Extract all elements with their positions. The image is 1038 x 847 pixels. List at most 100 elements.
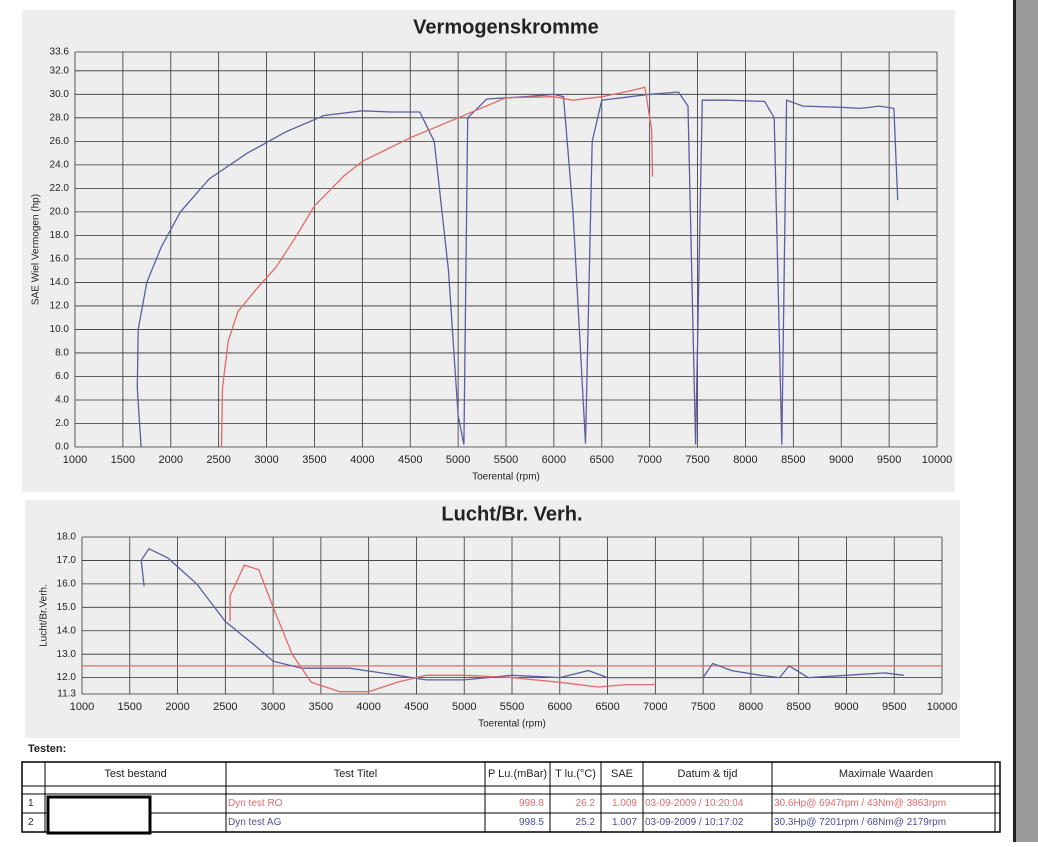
column-header: P Lu.(mBar) <box>488 768 547 780</box>
y-tick-label: 18.0 <box>50 230 70 241</box>
chart-title: Vermogenskromme <box>413 16 599 38</box>
y-tick-label: 15.0 <box>57 602 77 613</box>
x-tick-label: 2000 <box>159 454 183 466</box>
y-tick-label: 13.0 <box>57 649 77 660</box>
y-tick-label: 0.0 <box>55 442 69 453</box>
series-line <box>136 91 899 448</box>
y-tick-label: 12.0 <box>50 301 70 312</box>
y-tick-label: 32.0 <box>50 65 70 76</box>
y-tick-label: 18.0 <box>57 532 77 543</box>
table-cell: 03-09-2009 / 10:17:02 <box>645 817 744 828</box>
series-line <box>140 547 904 681</box>
table-cell: 26.2 <box>576 798 596 809</box>
x-tick-label: 9500 <box>877 454 901 466</box>
y-tick-label: 24.0 <box>50 159 70 170</box>
x-tick-label: 7000 <box>637 454 661 466</box>
x-tick-label: 3500 <box>309 701 333 713</box>
y-axis-label: SAE Wiel Vermogen (hp) <box>31 194 42 305</box>
chart-panel <box>22 10 955 492</box>
redaction <box>46 795 152 835</box>
x-tick-label: 1000 <box>63 454 87 466</box>
x-tick-label: 1500 <box>118 701 142 713</box>
x-tick-label: 4000 <box>350 454 374 466</box>
x-tick-label: 2000 <box>165 701 189 713</box>
row-index: 1 <box>28 798 34 809</box>
x-tick-label: 5000 <box>452 701 476 713</box>
x-tick-label: 4500 <box>398 454 422 466</box>
column-header: Test Titel <box>334 768 377 780</box>
x-tick-label: 6500 <box>595 701 619 713</box>
x-axis-label: Toerental (rpm) <box>478 719 546 730</box>
x-tick-label: 2500 <box>213 701 237 713</box>
x-tick-label: 7000 <box>643 701 667 713</box>
x-tick-label: 5000 <box>446 454 470 466</box>
x-tick-label: 9000 <box>829 454 853 466</box>
x-tick-label: 9500 <box>882 701 906 713</box>
y-tick-label: 16.0 <box>57 579 77 590</box>
border <box>1013 0 1016 842</box>
x-tick-label: 2500 <box>206 454 230 466</box>
x-tick-label: 3500 <box>302 454 326 466</box>
scrollbar <box>1015 0 1038 842</box>
row-index: 2 <box>28 817 34 828</box>
y-tick-label: 10.0 <box>50 324 70 335</box>
table-cell: 25.2 <box>576 817 596 828</box>
x-tick-label: 5500 <box>500 701 524 713</box>
x-axis-label: Toerental (rpm) <box>472 472 540 483</box>
y-tick-label: 28.0 <box>50 112 70 123</box>
y-tick-label: 20.0 <box>50 207 70 218</box>
chart-panel <box>25 500 960 738</box>
x-tick-label: 9000 <box>834 701 858 713</box>
y-tick-label: 22.0 <box>50 183 70 194</box>
y-tick-label: 4.0 <box>55 395 69 406</box>
table-cell: 1.009 <box>612 798 637 809</box>
table-heading: Testen: <box>28 743 66 755</box>
x-tick-label: 7500 <box>691 701 715 713</box>
table-cell: Dyn test RO <box>228 798 283 809</box>
series-line <box>220 86 654 448</box>
x-tick-label: 3000 <box>254 454 278 466</box>
chart-title: Lucht/Br. Verh. <box>441 503 582 525</box>
x-tick-label: 8000 <box>739 701 763 713</box>
y-tick-label: 14.0 <box>50 277 70 288</box>
y-tick-label: 6.0 <box>55 371 69 382</box>
column-header: T lu.(°C) <box>555 768 596 780</box>
table-cell: Dyn test AG <box>228 817 282 828</box>
y-tick-label: 16.0 <box>50 254 70 265</box>
table-cell: 1.007 <box>612 817 637 828</box>
x-tick-label: 6000 <box>542 454 566 466</box>
x-tick-label: 8000 <box>733 454 757 466</box>
y-tick-label: 30.0 <box>50 89 70 100</box>
charts: Vermogenskromme Toerental (rpm) SAE Wiel V… <box>31 16 958 729</box>
column-header: Test bestand <box>104 768 166 780</box>
x-tick-label: 8500 <box>781 454 805 466</box>
y-tick-label: 2.0 <box>55 418 69 429</box>
y-tick-label: 8.0 <box>55 348 69 359</box>
y-axis-label: Lucht/Br.Verh. <box>39 584 50 647</box>
y-tick-label: 33.6 <box>50 47 70 58</box>
x-tick-label: 1000 <box>70 701 94 713</box>
y-tick-label: 14.0 <box>57 625 77 636</box>
y-tick-label: 17.0 <box>57 555 77 566</box>
column-header: Datum & tijd <box>678 768 738 780</box>
x-tick-label: 4000 <box>356 701 380 713</box>
y-tick-label: 26.0 <box>50 136 70 147</box>
x-tick-label: 6000 <box>548 701 572 713</box>
y-tick-label: 11.3 <box>57 689 76 700</box>
table-cell: 998.8 <box>519 798 544 809</box>
x-tick-label: 10000 <box>922 454 953 466</box>
x-tick-label: 8500 <box>786 701 810 713</box>
x-tick-label: 7500 <box>685 454 709 466</box>
y-tick-label: 12.0 <box>57 672 77 683</box>
table-cell: 30.6Hp@ 6947rpm / 43Nm@ 3863rpm <box>774 798 946 809</box>
x-tick-label: 10000 <box>927 701 958 713</box>
table-border <box>21 761 1001 833</box>
table-cell: 998.5 <box>519 817 544 828</box>
x-tick-label: 4500 <box>404 701 428 713</box>
x-tick-label: 6500 <box>590 454 614 466</box>
column-header: Maximale Waarden <box>839 768 933 780</box>
x-tick-label: 5500 <box>494 454 518 466</box>
table-cell: 03-09-2009 / 10:20:04 <box>645 798 744 809</box>
x-tick-label: 1500 <box>111 454 135 466</box>
table-cell: 30.3Hp@ 7201rpm / 68Nm@ 2179rpm <box>774 817 946 828</box>
